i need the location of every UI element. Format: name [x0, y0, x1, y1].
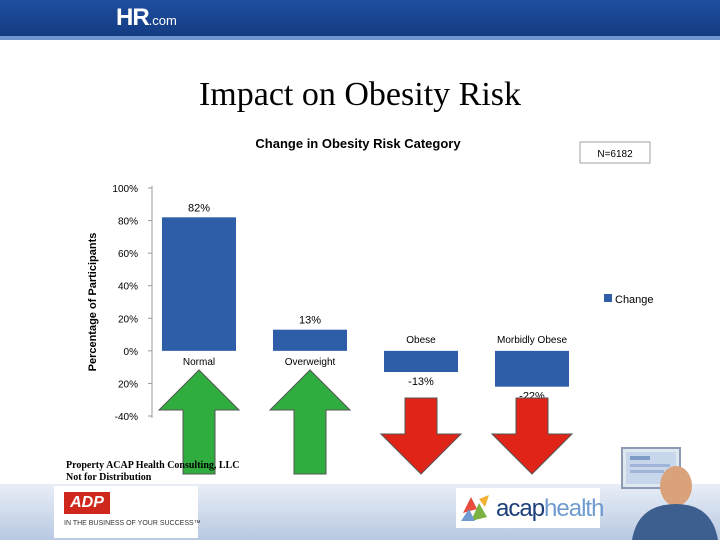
arrow-down-icon	[490, 397, 574, 475]
obesity-risk-chart: Change in Obesity Risk Category N=6182 P…	[87, 136, 654, 475]
slide-title: Impact on Obesity Risk	[198, 76, 522, 113]
hr-com-logo[interactable]: HR.com	[116, 4, 177, 32]
acaphealth-emblem-icon	[461, 495, 489, 521]
chart-title: Change in Obesity Risk Category	[255, 136, 461, 151]
value-labels: 82%13%-13%-22%	[188, 202, 545, 402]
bar-overweight	[273, 329, 347, 351]
bar-morbidly-obese	[495, 350, 569, 387]
y-tick-label: 80%	[118, 217, 138, 228]
property-line-1: Property ACAP Health Consulting, LLC	[66, 460, 240, 471]
property-note: Property ACAP Health Consulting, LLC Not…	[66, 460, 239, 484]
value-label: -13%	[408, 376, 434, 388]
y-tick-label: 20%	[118, 379, 138, 390]
arrow-up-icon	[268, 369, 352, 475]
n-label-box: N=6182	[579, 141, 651, 164]
adp-logo-box[interactable]: ADP IN THE BUSINESS OF YOUR SUCCESS™	[54, 486, 201, 538]
acaphealth-wordmark: acaphealth	[496, 495, 604, 523]
bar-normal	[162, 217, 236, 351]
value-label: 82%	[188, 202, 210, 214]
acap-name-1: acap	[496, 495, 545, 522]
value-label: 13%	[299, 315, 321, 327]
direction-arrows	[157, 369, 574, 475]
n-label: N=6182	[597, 149, 633, 160]
acap-name-2: health	[544, 495, 604, 522]
header-strip	[0, 36, 720, 40]
category-label: Morbidly Obese	[497, 335, 567, 346]
category-label: Overweight	[285, 357, 336, 368]
y-ticks: 100% 80% 60% 40% 20% 0% 20% -40%	[112, 184, 152, 423]
legend: Change	[604, 294, 654, 306]
bars	[162, 217, 569, 387]
person-at-computer-illustration	[621, 447, 718, 540]
arrow-down-icon	[379, 397, 463, 475]
hr-logo-main: HR	[116, 4, 150, 31]
bar-obese	[384, 350, 458, 373]
property-line-2: Not for Distribution	[66, 472, 152, 483]
arrow-up-icon	[157, 369, 241, 475]
y-tick-label: 20%	[118, 314, 138, 325]
category-label: Obese	[406, 335, 436, 346]
adp-logo: ADP	[64, 492, 110, 514]
y-tick-label: 100%	[112, 184, 138, 195]
y-axis-label: Percentage of Participants	[87, 233, 99, 372]
acaphealth-logo-box[interactable]: acaphealth	[456, 488, 604, 528]
adp-tagline: IN THE BUSINESS OF YOUR SUCCESS™	[64, 520, 201, 527]
y-tick-label: 40%	[118, 282, 138, 293]
category-labels: Normal Overweight Obese Morbidly Obese	[183, 335, 568, 368]
y-tick-label: 0%	[124, 347, 139, 358]
hr-logo-suffix: .com	[148, 13, 177, 28]
legend-label: Change	[615, 294, 654, 306]
y-tick-label: 60%	[118, 249, 138, 260]
y-tick-label: -40%	[115, 412, 138, 423]
legend-swatch	[604, 294, 612, 302]
category-label: Normal	[183, 357, 215, 368]
header-bar: HR.com	[0, 0, 720, 40]
